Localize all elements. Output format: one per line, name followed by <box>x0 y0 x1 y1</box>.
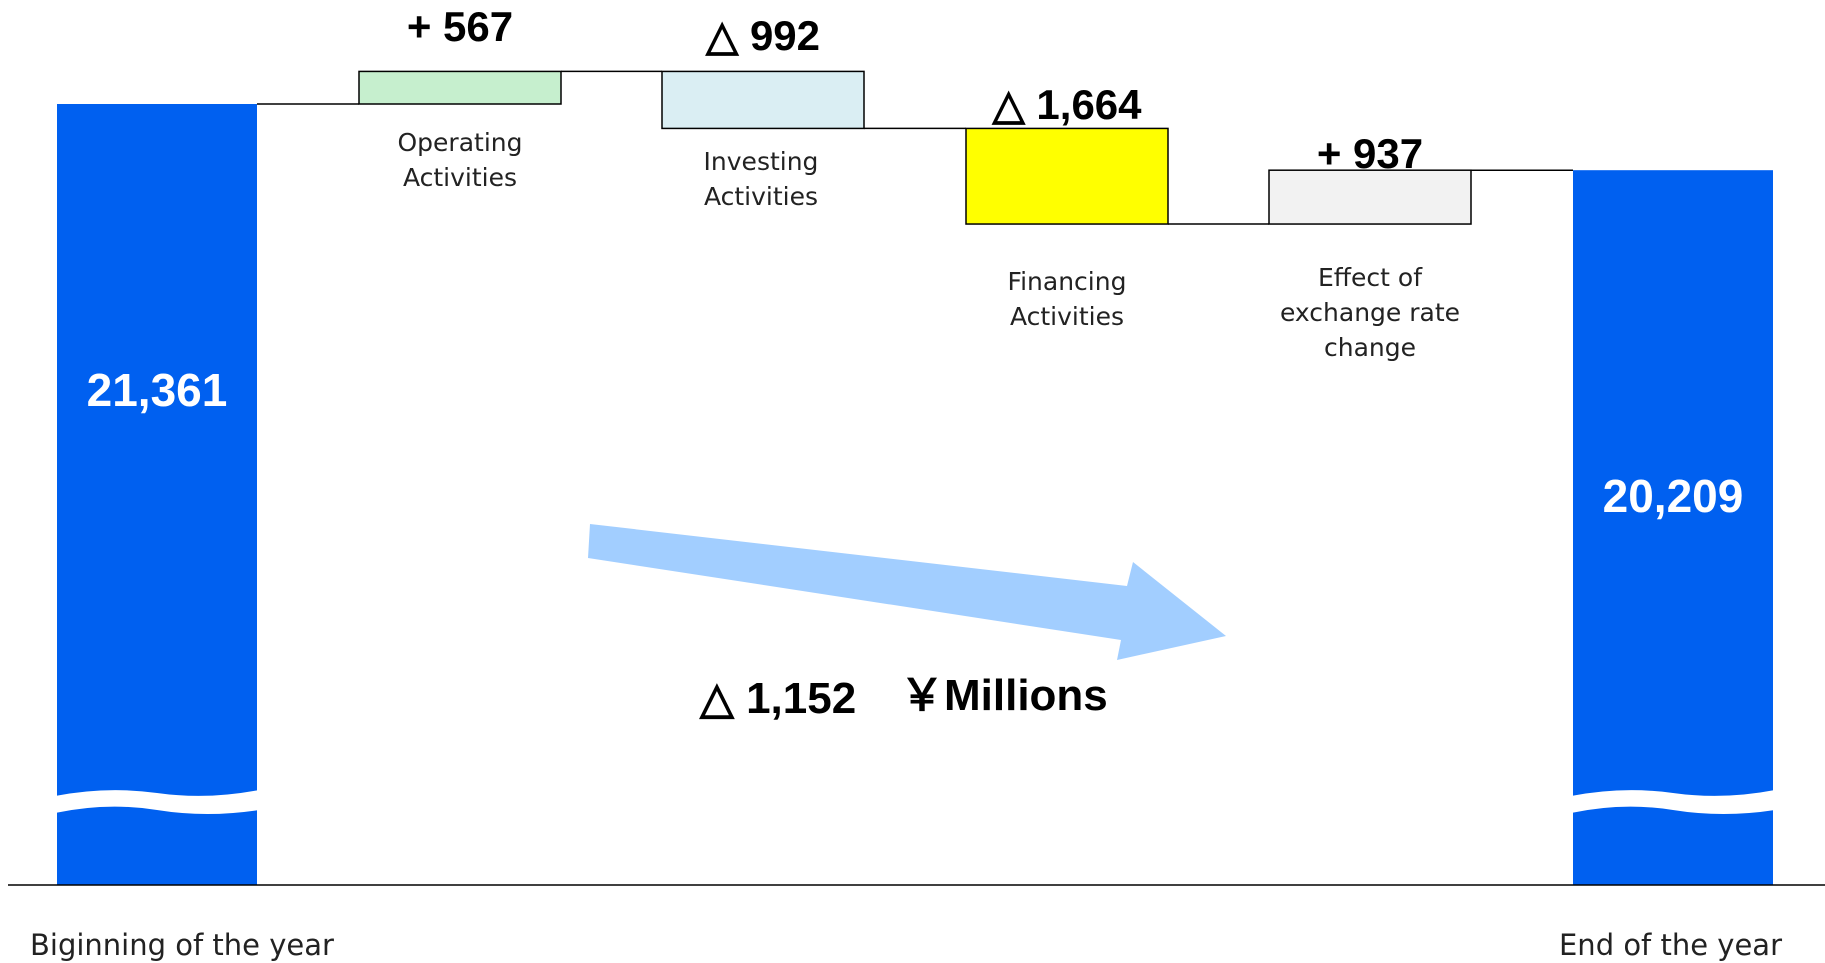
step-bar <box>965 127 1169 225</box>
bars-layer <box>55 70 1775 886</box>
start-bar-category-label: Biginning of the year <box>30 928 334 962</box>
net-change-value: △ 1,152 <box>699 674 856 723</box>
labels-layer: 21,361 Biginning of the year + 567 Operatin… <box>30 3 1782 962</box>
start-bar-axis-break <box>55 790 259 814</box>
step-bar <box>661 70 865 130</box>
step-category-label: Investing <box>704 147 819 176</box>
step-bar <box>358 70 562 105</box>
step-category-label: Operating <box>398 128 523 157</box>
step-category-label: Activities <box>1010 302 1124 331</box>
net-change-unit: ￥Millions <box>900 671 1108 720</box>
step-category-label: exchange rate <box>1280 298 1460 327</box>
step-value-label: + 567 <box>407 3 513 50</box>
step-category-label: change <box>1324 333 1416 362</box>
start-bar-value-label: 21,361 <box>87 364 228 416</box>
step-value-label: △ 1,664 <box>991 81 1142 128</box>
end-bar <box>1573 170 1773 886</box>
start-bar <box>57 104 257 885</box>
end-bar-category-label: End of the year <box>1559 928 1782 962</box>
step-value-label: △ 992 <box>705 12 820 59</box>
step-category-label: Activities <box>704 182 818 211</box>
trend-arrow <box>588 524 1226 660</box>
step-category-label: Activities <box>403 163 517 192</box>
step-category-label: Financing <box>1008 267 1127 296</box>
step-bar <box>1268 169 1472 225</box>
step-value-label: + 937 <box>1317 130 1423 177</box>
end-bar-value-label: 20,209 <box>1603 470 1744 522</box>
step-category-label: Effect of <box>1318 263 1423 292</box>
end-bar-axis-break <box>1571 790 1775 814</box>
